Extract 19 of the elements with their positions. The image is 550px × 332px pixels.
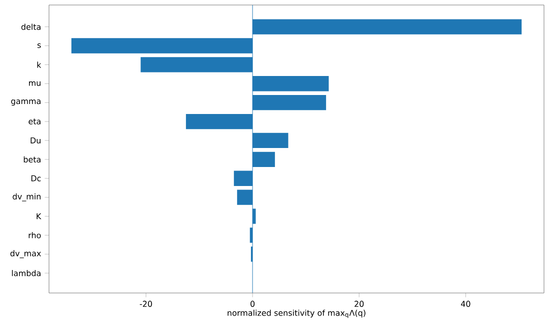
y-tick-label: k [37,62,42,68]
y-tick-label: dv_max [10,250,41,258]
x-tick-label: 0 [250,300,255,307]
x-axis-title: normalized sensitivity of max$_{q}$Λ(q) [228,310,366,318]
y-tick-label: delta [21,24,40,30]
y-tick-label: dv_min [12,193,41,202]
y-tick-label: gamma [11,100,40,106]
y-tick-label: rho [28,232,41,238]
y-tick-label: mu [29,81,40,86]
x-tick-label: 40 [460,300,470,307]
y-tick-label: beta [24,156,40,163]
y-tick-label: eta [28,118,40,124]
y-tick-label: Dc [31,175,41,182]
y-tick-label: s [37,43,41,48]
y-tick-label: lambda [12,270,40,276]
x-tick-label: -20 [140,300,152,307]
y-tick-label: Du [30,137,40,144]
y-tick-label: K [36,213,42,220]
x-tick-label: 20 [354,300,364,307]
